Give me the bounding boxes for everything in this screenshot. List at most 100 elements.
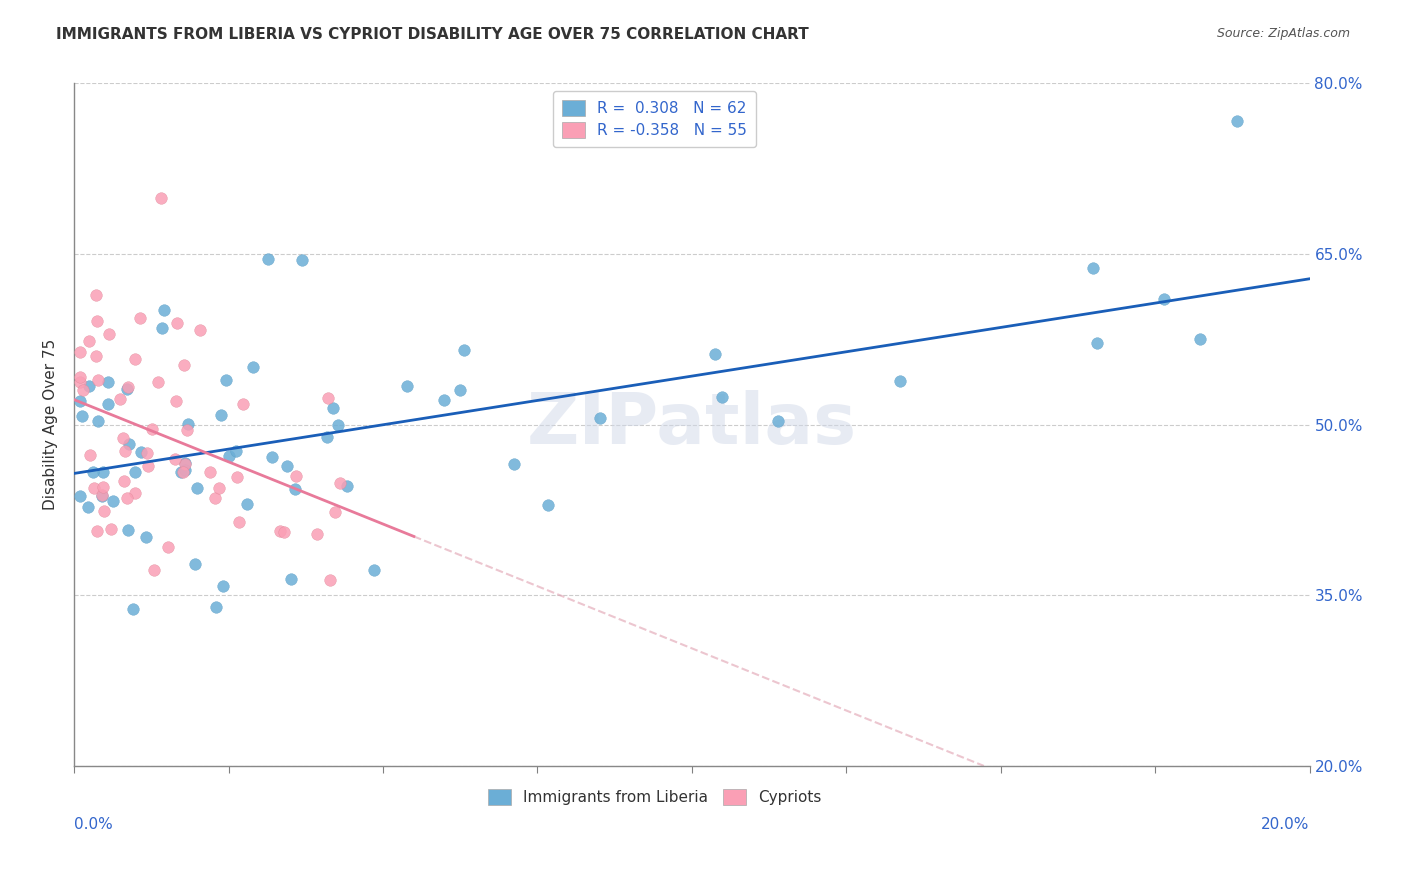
Point: [136, 446, 159, 460]
Point: [112, 474, 135, 488]
Point: [256, 252, 278, 267]
Point: [166, 316, 188, 330]
Point: [69, 370, 91, 384]
Point: [433, 392, 456, 407]
Point: [142, 563, 165, 577]
Point: [111, 431, 134, 445]
Point: [315, 429, 337, 443]
Point: [232, 397, 254, 411]
Point: [260, 450, 283, 464]
Point: [69, 489, 91, 503]
Point: [70, 409, 93, 424]
Point: [363, 564, 385, 578]
Point: [1081, 260, 1104, 275]
Point: [589, 411, 612, 425]
Point: [711, 390, 734, 404]
Point: [77, 379, 100, 393]
Point: [135, 530, 157, 544]
Point: [204, 491, 226, 505]
Point: [97, 375, 120, 389]
Point: [87, 414, 110, 428]
Point: [704, 347, 727, 361]
Point: [124, 351, 146, 366]
Y-axis label: Disability Age Over 75: Disability Age Over 75: [44, 339, 58, 510]
Point: [225, 444, 247, 458]
Point: [165, 394, 187, 409]
Point: [218, 449, 240, 463]
Point: [82, 465, 104, 479]
Text: 0.0%: 0.0%: [75, 817, 112, 832]
Point: [177, 417, 200, 432]
Point: [186, 481, 208, 495]
Point: [316, 391, 339, 405]
Point: [84, 349, 107, 363]
Point: [284, 482, 307, 496]
Point: [173, 358, 195, 372]
Point: [91, 465, 114, 479]
Point: [536, 498, 558, 512]
Point: [117, 524, 139, 538]
Point: [117, 379, 139, 393]
Point: [1153, 292, 1175, 306]
Point: [69, 376, 91, 390]
Point: [83, 481, 105, 495]
Point: [242, 359, 264, 374]
Point: [100, 522, 122, 536]
Point: [276, 458, 298, 473]
Point: [449, 383, 471, 397]
Point: [1085, 335, 1108, 350]
Point: [228, 515, 250, 529]
Point: [77, 500, 100, 515]
Point: [97, 397, 120, 411]
Point: [236, 497, 259, 511]
Point: [163, 452, 186, 467]
Point: [170, 465, 193, 479]
Point: [86, 524, 108, 538]
Point: [150, 191, 173, 205]
Point: [118, 437, 141, 451]
Point: [215, 373, 238, 387]
Text: ZIPatlas: ZIPatlas: [527, 390, 856, 459]
Point: [148, 376, 170, 390]
Point: [108, 392, 131, 406]
Point: [129, 444, 152, 458]
Point: [172, 465, 194, 479]
Point: [72, 383, 94, 397]
Point: [86, 313, 108, 327]
Point: [174, 456, 197, 470]
Point: [90, 488, 112, 502]
Text: 20.0%: 20.0%: [1261, 817, 1309, 832]
Point: [198, 465, 221, 479]
Point: [79, 448, 101, 462]
Point: [889, 374, 911, 388]
Point: [128, 311, 150, 326]
Point: [280, 572, 302, 586]
Point: [91, 489, 114, 503]
Point: [319, 574, 342, 588]
Text: Source: ZipAtlas.com: Source: ZipAtlas.com: [1216, 27, 1350, 40]
Point: [225, 469, 247, 483]
Point: [103, 494, 125, 508]
Point: [307, 526, 329, 541]
Point: [153, 303, 176, 318]
Point: [291, 252, 314, 267]
Point: [323, 505, 346, 519]
Point: [207, 481, 229, 495]
Point: [84, 288, 107, 302]
Point: [150, 321, 173, 335]
Point: [502, 457, 524, 471]
Point: [173, 457, 195, 471]
Point: [209, 408, 232, 422]
Point: [273, 524, 295, 539]
Point: [122, 602, 145, 616]
Point: [766, 414, 789, 428]
Point: [211, 578, 233, 592]
Point: [98, 326, 121, 341]
Point: [141, 422, 163, 436]
Point: [124, 465, 146, 479]
Point: [205, 599, 228, 614]
Point: [322, 401, 344, 416]
Point: [1226, 114, 1249, 128]
Point: [174, 463, 197, 477]
Point: [328, 417, 350, 432]
